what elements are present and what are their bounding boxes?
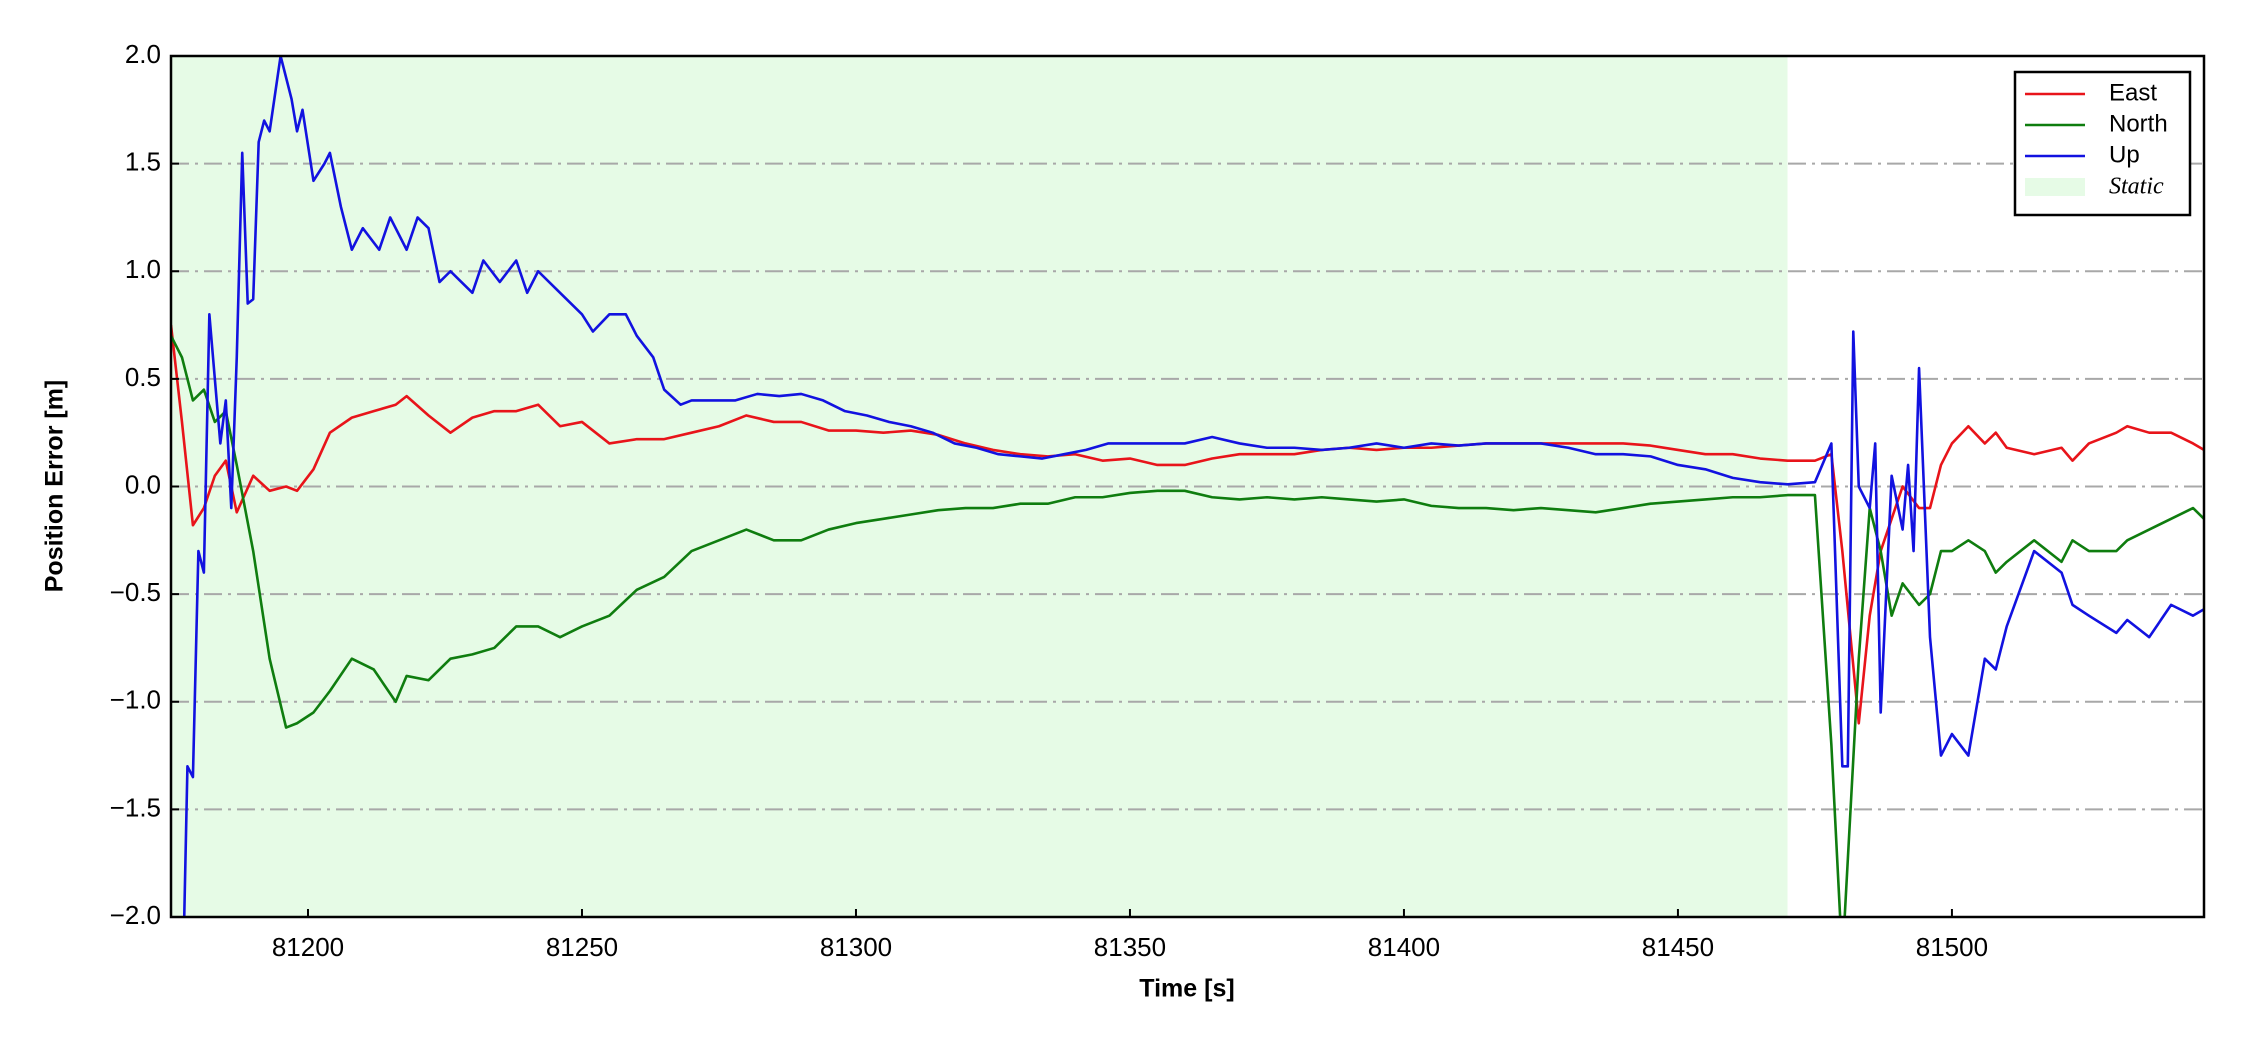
x-tick-label: 81400 (1368, 932, 1440, 962)
y-tick-label: 2.0 (125, 39, 161, 69)
y-tick-label: 1.0 (125, 254, 161, 284)
y-axis-label: Position Error [m] (41, 380, 69, 593)
x-axis-label: Time [s] (1139, 975, 1234, 1003)
y-tick-label: 0.5 (125, 362, 161, 392)
series-line (182, 56, 2204, 917)
legend-label: North (2109, 110, 2168, 137)
y-tick-label: −1.0 (110, 685, 161, 715)
legend-label: Up (2109, 141, 2140, 168)
y-tick-label: −0.5 (110, 577, 161, 607)
x-tick-label: 81500 (1916, 932, 1988, 962)
y-tick-label: 0.0 (125, 469, 161, 499)
legend-label: Static (2109, 174, 2164, 200)
legend-label: East (2109, 79, 2157, 106)
x-tick-label: 81300 (820, 932, 892, 962)
x-tick-label: 81350 (1094, 932, 1166, 962)
series-line (171, 335, 2204, 917)
series-line (171, 324, 2204, 725)
x-tick-label: 81450 (1642, 932, 1714, 962)
x-tick-label: 81200 (272, 932, 344, 962)
legend-swatch (2025, 178, 2085, 196)
y-tick-label: −1.5 (110, 792, 161, 822)
legend: East North Up Static (2013, 70, 2192, 217)
y-tick-label: 1.5 (125, 147, 161, 177)
plot-area (171, 56, 2204, 917)
y-tick-label: −2.0 (110, 900, 161, 930)
x-tick-label: 81250 (546, 932, 618, 962)
